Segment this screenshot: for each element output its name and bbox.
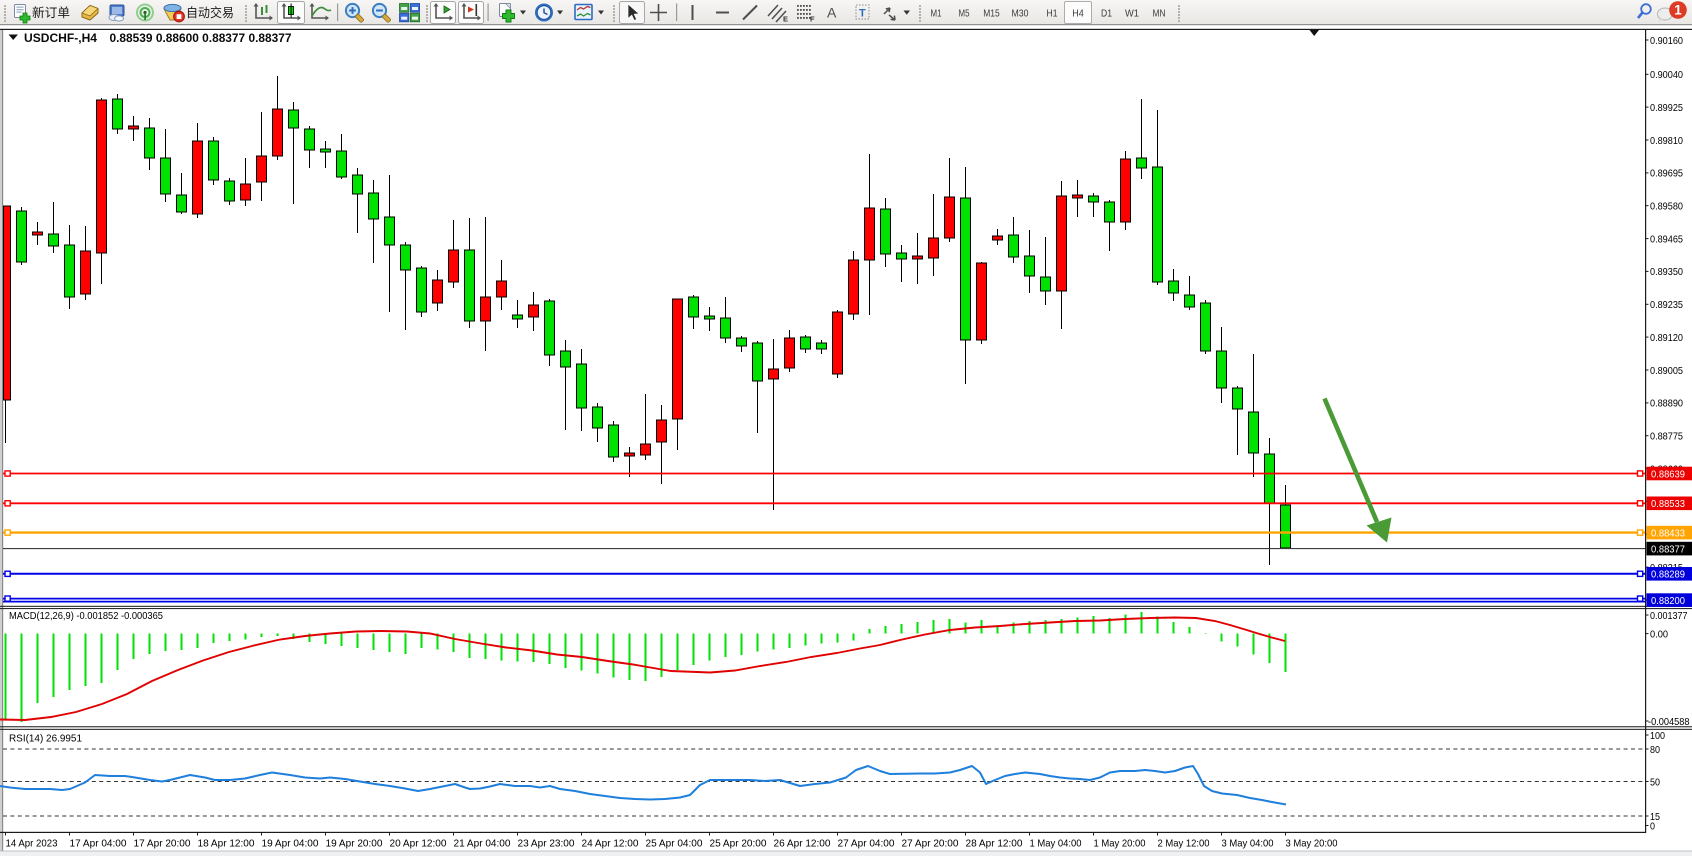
svg-text:A: A [827, 5, 837, 21]
svg-text:23 Apr 23:00: 23 Apr 23:00 [518, 838, 575, 850]
svg-text:100: 100 [1650, 730, 1665, 742]
svg-text:MACD(12,26,9) -0.001852 -0.000: MACD(12,26,9) -0.001852 -0.000365 [9, 610, 163, 622]
svg-text:27 Apr 04:00: 27 Apr 04:00 [838, 838, 895, 850]
svg-text:新订单: 新订单 [32, 5, 70, 20]
svg-text:80: 80 [1650, 744, 1660, 756]
svg-text:USDCHF-,H4: USDCHF-,H4 [24, 33, 98, 45]
svg-text:M30: M30 [1012, 8, 1029, 20]
svg-text:自动交易: 自动交易 [186, 5, 234, 20]
svg-text:M1: M1 [931, 8, 942, 20]
svg-text:0.88200: 0.88200 [1651, 595, 1685, 607]
svg-text:0.88890: 0.88890 [1650, 398, 1683, 410]
svg-text:0.89465: 0.89465 [1650, 233, 1683, 245]
svg-text:0.88533: 0.88533 [1651, 498, 1685, 510]
svg-text:0.88433: 0.88433 [1651, 527, 1685, 539]
svg-text:0.89925: 0.89925 [1650, 102, 1683, 114]
svg-text:3 May 04:00: 3 May 04:00 [1222, 838, 1274, 850]
svg-text:0.89580: 0.89580 [1650, 201, 1683, 213]
svg-text:-0.004588: -0.004588 [1648, 716, 1690, 728]
svg-text:0.89810: 0.89810 [1650, 135, 1683, 147]
svg-text:0.88539 0.88600 0.88377 0.8837: 0.88539 0.88600 0.88377 0.88377 [110, 33, 292, 45]
svg-text:0.001377: 0.001377 [1650, 610, 1688, 622]
svg-text:0.88775: 0.88775 [1650, 431, 1683, 443]
svg-text:T: T [859, 8, 866, 20]
svg-text:0.89235: 0.89235 [1650, 299, 1683, 311]
svg-text:E: E [783, 15, 788, 24]
svg-text:28 Apr 12:00: 28 Apr 12:00 [966, 838, 1023, 850]
svg-text:0.89005: 0.89005 [1650, 365, 1683, 377]
svg-text:0.88289: 0.88289 [1651, 569, 1685, 581]
svg-text:19 Apr 04:00: 19 Apr 04:00 [262, 838, 319, 850]
svg-text:0.90160: 0.90160 [1650, 35, 1683, 47]
svg-text:F: F [810, 15, 815, 24]
svg-text:19 Apr 20:00: 19 Apr 20:00 [326, 838, 383, 850]
svg-text:MN: MN [1153, 8, 1166, 20]
svg-text:20 Apr 12:00: 20 Apr 12:00 [390, 838, 447, 850]
svg-text:3 May 20:00: 3 May 20:00 [1286, 838, 1338, 850]
svg-text:0.88377: 0.88377 [1651, 543, 1685, 555]
svg-text:0.89695: 0.89695 [1650, 168, 1683, 180]
svg-text:1: 1 [1674, 3, 1682, 18]
svg-text:18 Apr 12:00: 18 Apr 12:00 [198, 838, 255, 850]
svg-text:2 May 12:00: 2 May 12:00 [1158, 838, 1210, 850]
svg-text:17 Apr 04:00: 17 Apr 04:00 [70, 838, 127, 850]
svg-text:25 Apr 04:00: 25 Apr 04:00 [646, 838, 703, 850]
svg-text:M5: M5 [959, 8, 970, 20]
svg-text:26 Apr 12:00: 26 Apr 12:00 [774, 838, 831, 850]
svg-text:21 Apr 04:00: 21 Apr 04:00 [454, 838, 511, 850]
svg-text:0.89120: 0.89120 [1650, 332, 1683, 344]
svg-text:1 May 04:00: 1 May 04:00 [1030, 838, 1082, 850]
svg-text:RSI(14) 26.9951: RSI(14) 26.9951 [9, 733, 82, 745]
svg-text:17 Apr 20:00: 17 Apr 20:00 [134, 838, 191, 850]
svg-text:H4: H4 [1072, 8, 1084, 20]
svg-text:D1: D1 [1101, 8, 1112, 20]
svg-text:0.89350: 0.89350 [1650, 266, 1683, 278]
svg-text:50: 50 [1650, 776, 1660, 788]
svg-text:0: 0 [1650, 820, 1655, 832]
svg-text:M15: M15 [983, 8, 1000, 20]
svg-text:14 Apr 2023: 14 Apr 2023 [6, 838, 58, 850]
svg-text:W1: W1 [1125, 8, 1139, 20]
svg-text:15: 15 [1650, 811, 1660, 823]
svg-text:0.88639: 0.88639 [1651, 468, 1685, 480]
svg-text:0.90040: 0.90040 [1650, 69, 1683, 81]
svg-text:24 Apr 12:00: 24 Apr 12:00 [582, 838, 639, 850]
svg-text:27 Apr 20:00: 27 Apr 20:00 [902, 838, 959, 850]
svg-text:25 Apr 20:00: 25 Apr 20:00 [710, 838, 767, 850]
svg-text:0.00: 0.00 [1650, 628, 1668, 640]
svg-text:1 May 20:00: 1 May 20:00 [1094, 838, 1146, 850]
svg-text:H1: H1 [1047, 8, 1058, 20]
